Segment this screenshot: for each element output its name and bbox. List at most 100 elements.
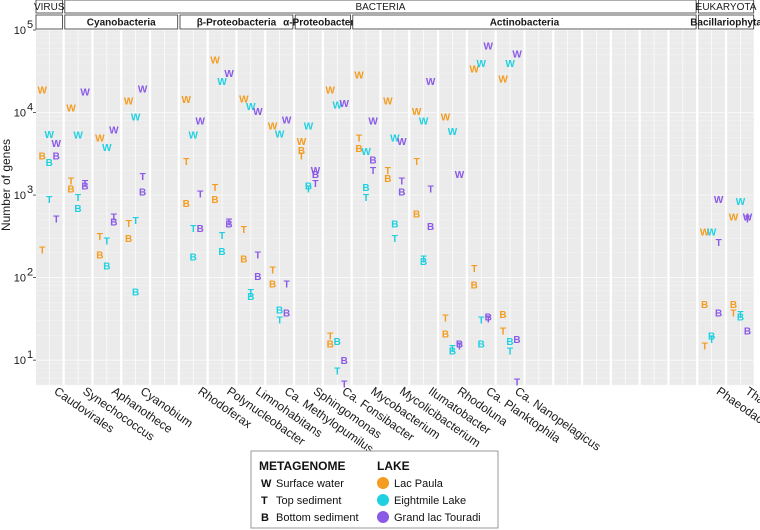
point-rhodoferax-lac-paula-b: B xyxy=(183,199,190,210)
y-tick-label-10: 10 xyxy=(14,355,26,367)
legend-swatch-lac-paula xyxy=(377,477,389,489)
sub-strip-label-cyanobacteria: Cyanobacteria xyxy=(87,18,156,29)
point-ca-nanopelagicus-grand-lac-touradi-t: T xyxy=(514,378,520,389)
point-cyanobium-grand-lac-touradi-w: W xyxy=(138,85,148,96)
point-rhodoferax-grand-lac-touradi-t: T xyxy=(197,189,203,200)
point-ca-planktophila-grand-lac-touradi-w: W xyxy=(484,41,494,52)
point-polynucleobacter-eightmile-lake-t: T xyxy=(219,231,225,242)
y-tick-exponent-1000: 3 xyxy=(27,184,33,196)
point-aphanothece-grand-lac-touradi-t: T xyxy=(111,213,117,224)
point-rhodoferax-eightmile-lake-t: T xyxy=(190,224,196,235)
sub-strip-bacillariophyta xyxy=(698,14,755,30)
point-phaeodactylum-grand-lac-touradi-b: B xyxy=(715,308,722,319)
point-sphingomonas-lac-paula-w: W xyxy=(297,137,307,148)
top-strip-label-virus: VIRUS xyxy=(34,2,65,13)
point-phaeodactylum-eightmile-lake-t: T xyxy=(709,335,715,346)
point-rhodoluna-eightmile-lake-b: B xyxy=(449,347,456,358)
point-aphanothece-grand-lac-touradi-w: W xyxy=(109,126,119,137)
point-ca-planktophila-lac-paula-w: W xyxy=(470,65,480,76)
point-ca-planktophila-eightmile-lake-b: B xyxy=(478,339,485,350)
sub-strip-label-proteobacteria: α-Proteobacteria xyxy=(283,18,363,29)
point-mycobacterium-lac-paula-t: T xyxy=(356,133,362,144)
point-limnohabitans-eightmile-lake-b: B xyxy=(247,292,254,303)
legend-label-grand-lac-touradi: Grand lac Touradi xyxy=(394,512,481,524)
point-rhodoluna-eightmile-lake-w: W xyxy=(448,127,458,138)
point-rhodoluna-grand-lac-touradi-t: T xyxy=(456,342,462,353)
point-mycobacterium-grand-lac-touradi-t: T xyxy=(370,166,376,177)
data-points: WTBWTBWTBWTBWTBWTBWTBWTBWTBWTBWTBWTBWTBW… xyxy=(38,41,753,390)
sub-strip-cyanobacteria xyxy=(64,14,179,30)
point-mycobacterium-eightmile-lake-b: B xyxy=(362,183,369,194)
point-ca-fonsibacter-lac-paula-t: T xyxy=(327,331,333,342)
point-polynucleobacter-grand-lac-touradi-t: T xyxy=(226,217,232,228)
point-ca-methylopumilus-eightmile-lake-t: T xyxy=(277,316,283,327)
point-aphanothece-eightmile-lake-t: T xyxy=(104,237,110,248)
point-caudovirales-lac-paula-t: T xyxy=(39,245,45,256)
y-tick-label-100: 10 xyxy=(14,273,26,285)
point-ca-methylopumilus-lac-paula-w: W xyxy=(268,121,278,132)
point-mycolicibacterium-grand-lac-touradi-w: W xyxy=(397,137,407,148)
point-synechococcus-lac-paula-b: B xyxy=(67,185,74,196)
point-rhodoferax-grand-lac-touradi-w: W xyxy=(196,117,206,128)
point-mycobacterium-eightmile-lake-w: W xyxy=(361,147,371,158)
top-strip-label-eukaryota: EUKARYOTA xyxy=(696,2,757,13)
point-polynucleobacter-lac-paula-t: T xyxy=(212,183,218,194)
point-ca-nanopelagicus-eightmile-lake-t: T xyxy=(507,347,513,358)
point-cyanobium-eightmile-lake-w: W xyxy=(131,112,141,123)
point-thalassiosira-eightmile-lake-w: W xyxy=(736,197,746,208)
point-ca-planktophila-lac-paula-t: T xyxy=(471,264,477,275)
point-cyanobium-eightmile-lake-b: B xyxy=(132,287,139,298)
point-limnohabitans-grand-lac-touradi-b: B xyxy=(254,272,261,283)
point-synechococcus-eightmile-lake-b: B xyxy=(74,204,81,215)
point-ca-planktophila-eightmile-lake-w: W xyxy=(477,59,487,70)
point-mycolicibacterium-grand-lac-touradi-t: T xyxy=(399,177,405,188)
point-thalassiosira-lac-paula-w: W xyxy=(729,213,739,224)
point-ca-nanopelagicus-eightmile-lake-b: B xyxy=(506,337,513,348)
point-rhodoferax-grand-lac-touradi-b: B xyxy=(197,224,204,235)
sub-strip-proteobacteria xyxy=(294,14,351,30)
point-sphingomonas-eightmile-lake-w: W xyxy=(304,121,314,132)
point-rhodoferax-lac-paula-t: T xyxy=(183,157,189,168)
sub-strip-actinobacteria xyxy=(352,14,697,30)
point-limnohabitans-eightmile-lake-t: T xyxy=(248,288,254,299)
point-synechococcus-lac-paula-t: T xyxy=(68,177,74,188)
legend-label-lac-paula: Lac Paula xyxy=(394,478,444,490)
point-thalassiosira-grand-lac-touradi-w: W xyxy=(743,213,753,224)
y-axis-title: Number of genes xyxy=(0,139,13,231)
point-synechococcus-eightmile-lake-t: T xyxy=(75,193,81,204)
point-limnohabitans-lac-paula-b: B xyxy=(240,255,247,266)
y-tick-label-1000: 10 xyxy=(14,190,26,202)
point-ca-methylopumilus-lac-paula-t: T xyxy=(270,266,276,277)
sub-strip-group-0 xyxy=(35,14,63,30)
legend-label-bottom-sediment: Bottom sediment xyxy=(276,512,359,524)
point-synechococcus-eightmile-lake-w: W xyxy=(73,131,83,142)
point-polynucleobacter-grand-lac-touradi-b: B xyxy=(225,220,232,231)
point-polynucleobacter-lac-paula-w: W xyxy=(210,55,220,66)
point-limnohabitans-lac-paula-t: T xyxy=(241,225,247,236)
point-synechococcus-grand-lac-touradi-w: W xyxy=(80,87,90,98)
top-strip-bacteria xyxy=(64,0,697,14)
point-ilumatobacter-eightmile-lake-b: B xyxy=(420,257,427,268)
point-ca-fonsibacter-grand-lac-touradi-w: W xyxy=(340,99,350,110)
point-mycobacterium-lac-paula-b: B xyxy=(355,144,362,155)
point-thalassiosira-lac-paula-b: B xyxy=(730,300,737,311)
sub-strip-proteobacteria xyxy=(179,14,294,30)
point-rhodoluna-eightmile-lake-t: T xyxy=(449,344,455,355)
point-sphingomonas-grand-lac-touradi-b: B xyxy=(312,170,319,181)
point-ca-fonsibacter-grand-lac-touradi-t: T xyxy=(341,380,347,391)
point-mycolicibacterium-eightmile-lake-b: B xyxy=(391,220,398,231)
y-tick-exponent-100: 2 xyxy=(27,267,33,279)
point-mycolicibacterium-lac-paula-w: W xyxy=(383,96,393,107)
point-ca-nanopelagicus-lac-paula-b: B xyxy=(499,310,506,321)
point-rhodoferax-lac-paula-w: W xyxy=(182,95,192,106)
point-cyanobium-grand-lac-touradi-t: T xyxy=(140,172,146,183)
point-phaeodactylum-lac-paula-t: T xyxy=(702,342,708,353)
point-thalassiosira-grand-lac-touradi-t: T xyxy=(744,215,750,226)
point-ca-fonsibacter-grand-lac-touradi-b: B xyxy=(341,356,348,367)
point-aphanothece-lac-paula-b: B xyxy=(96,251,103,262)
legend: METAGENOME W Surface water T Top sedimen… xyxy=(250,450,499,529)
point-ca-fonsibacter-eightmile-lake-t: T xyxy=(334,366,340,377)
point-sphingomonas-lac-paula-t: T xyxy=(298,152,304,163)
